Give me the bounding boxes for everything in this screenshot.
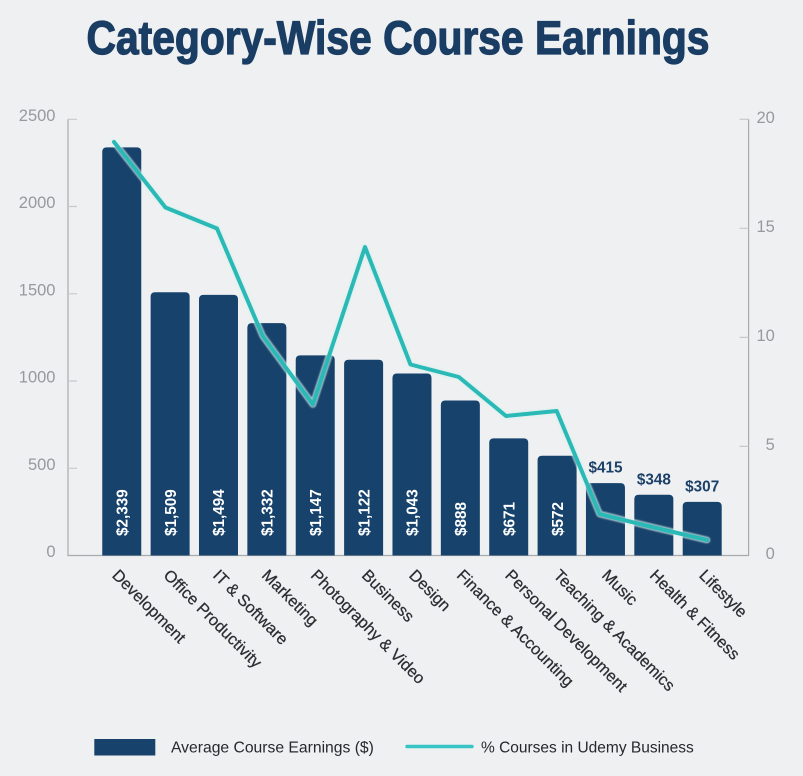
svg-text:$348: $348 [637, 471, 672, 488]
svg-text:$1,043: $1,043 [405, 489, 422, 536]
svg-text:20: 20 [756, 109, 774, 127]
svg-text:$1,509: $1,509 [163, 489, 180, 536]
svg-text:2500: 2500 [19, 107, 56, 125]
svg-text:500: 500 [28, 456, 56, 474]
svg-text:0: 0 [766, 545, 775, 563]
svg-text:10: 10 [756, 327, 774, 345]
svg-text:$1,122: $1,122 [356, 489, 373, 536]
svg-text:$671: $671 [501, 501, 518, 536]
svg-text:$572: $572 [550, 502, 567, 536]
svg-text:$1,147: $1,147 [308, 489, 325, 536]
svg-text:$2,339: $2,339 [114, 489, 131, 536]
svg-text:1500: 1500 [19, 282, 56, 300]
svg-text:5: 5 [766, 436, 775, 454]
svg-text:$415: $415 [588, 460, 623, 477]
svg-text:$1,332: $1,332 [260, 489, 277, 536]
svg-text:% Courses in Udemy Business: % Courses in Udemy Business [481, 740, 694, 757]
svg-text:1000: 1000 [19, 369, 56, 387]
svg-text:15: 15 [756, 218, 774, 236]
svg-text:$888: $888 [453, 501, 470, 536]
svg-text:0: 0 [46, 543, 55, 561]
svg-text:2000: 2000 [19, 194, 56, 212]
svg-text:Average Course Earnings ($): Average Course Earnings ($) [171, 740, 374, 757]
svg-text:Category-Wise Course Earnings: Category-Wise Course Earnings [87, 11, 710, 64]
svg-text:$1,494: $1,494 [211, 489, 228, 536]
svg-text:$307: $307 [685, 478, 719, 495]
